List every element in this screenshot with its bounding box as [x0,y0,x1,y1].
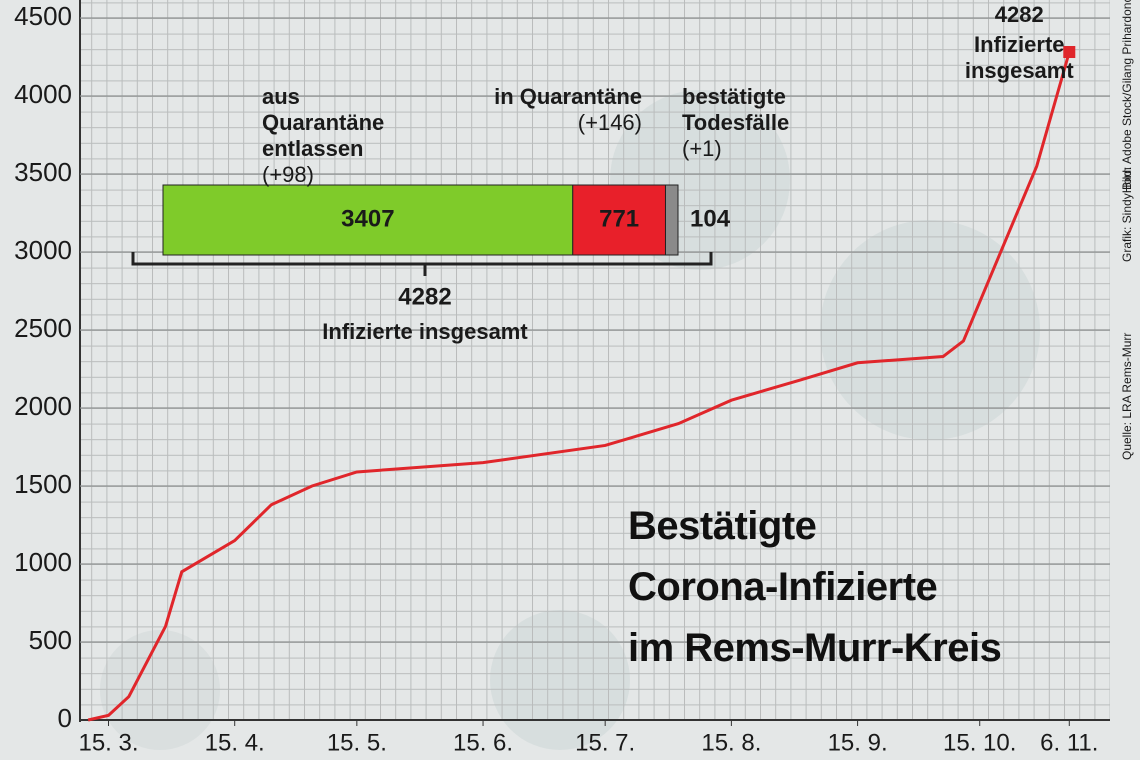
title-line: Corona-Infizierte [628,565,938,609]
bar-value-label: 771 [599,205,639,232]
y-tick-label: 3000 [14,235,72,265]
y-tick-label: 4000 [14,79,72,109]
credit: Quelle: LRA Rems-Murr [1120,333,1134,460]
y-tick-label: 4500 [14,1,72,31]
x-tick-label: 15. 8. [701,729,761,756]
y-tick-label: 1000 [14,547,72,577]
credit: Grafik: SindyHorn [1120,167,1134,262]
segment-change: (+98) [262,162,314,187]
x-tick-label: 15. 4. [205,729,265,756]
segment-name: in Quarantäne [494,84,642,109]
bar-segment [572,184,666,256]
segment-change: (+1) [682,136,722,161]
total-value: 4282 [398,283,451,310]
x-tick-label: 15. 6. [453,729,513,756]
bar-value-label: 104 [690,205,731,232]
y-tick-label: 3500 [14,157,72,187]
y-tick-label: 0 [58,703,72,733]
y-tick-label: 1500 [14,469,72,499]
total-label: Infizierte insgesamt [322,319,528,344]
x-tick-label: 15. 9. [828,729,888,756]
bar-segment [162,184,574,256]
segment-name: aus Quarantäne entlassen [262,84,385,161]
title-line: im Rems-Murr-Kreis [628,626,1002,670]
line [87,51,1071,722]
segment-name: bestätigte Todesfälle [682,84,790,135]
segment-label: bestätigte Todesfälle (+1) [682,84,842,162]
segment-label: aus Quarantäne entlassen (+98) [262,84,422,188]
segment-change: (+146) [577,110,642,135]
y-tick-label: 500 [29,625,72,655]
x-tick-label: 6. 11. [1040,729,1098,756]
y-tick-label: 2500 [14,313,72,343]
x-tick-label: 15. 5. [327,729,387,756]
end-marker [1063,46,1076,59]
credit: Bild: Adobe Stock/Gilang Prihardono [1120,0,1134,190]
segment-label: in Quarantäne (+146) [470,84,642,136]
end-annotation: Infizierte insgesamt [964,32,1074,83]
y-tick-label: 2000 [14,391,72,421]
end-value-label: 4282 [995,2,1044,27]
minor-grid [80,0,1110,720]
x-tick-label: 15. 7. [575,729,635,756]
x-tick-label: 15. 10. [943,729,1016,756]
title-line: Bestätigte [628,504,817,548]
chart-title: Bestätigte Corona-Infizierte im Rems-Murr-… [628,496,1002,679]
x-tick-label: 15. 3. [78,729,138,756]
bar-segment [664,184,679,256]
bar-value-label: 3407 [341,205,394,232]
bracket [131,252,713,276]
